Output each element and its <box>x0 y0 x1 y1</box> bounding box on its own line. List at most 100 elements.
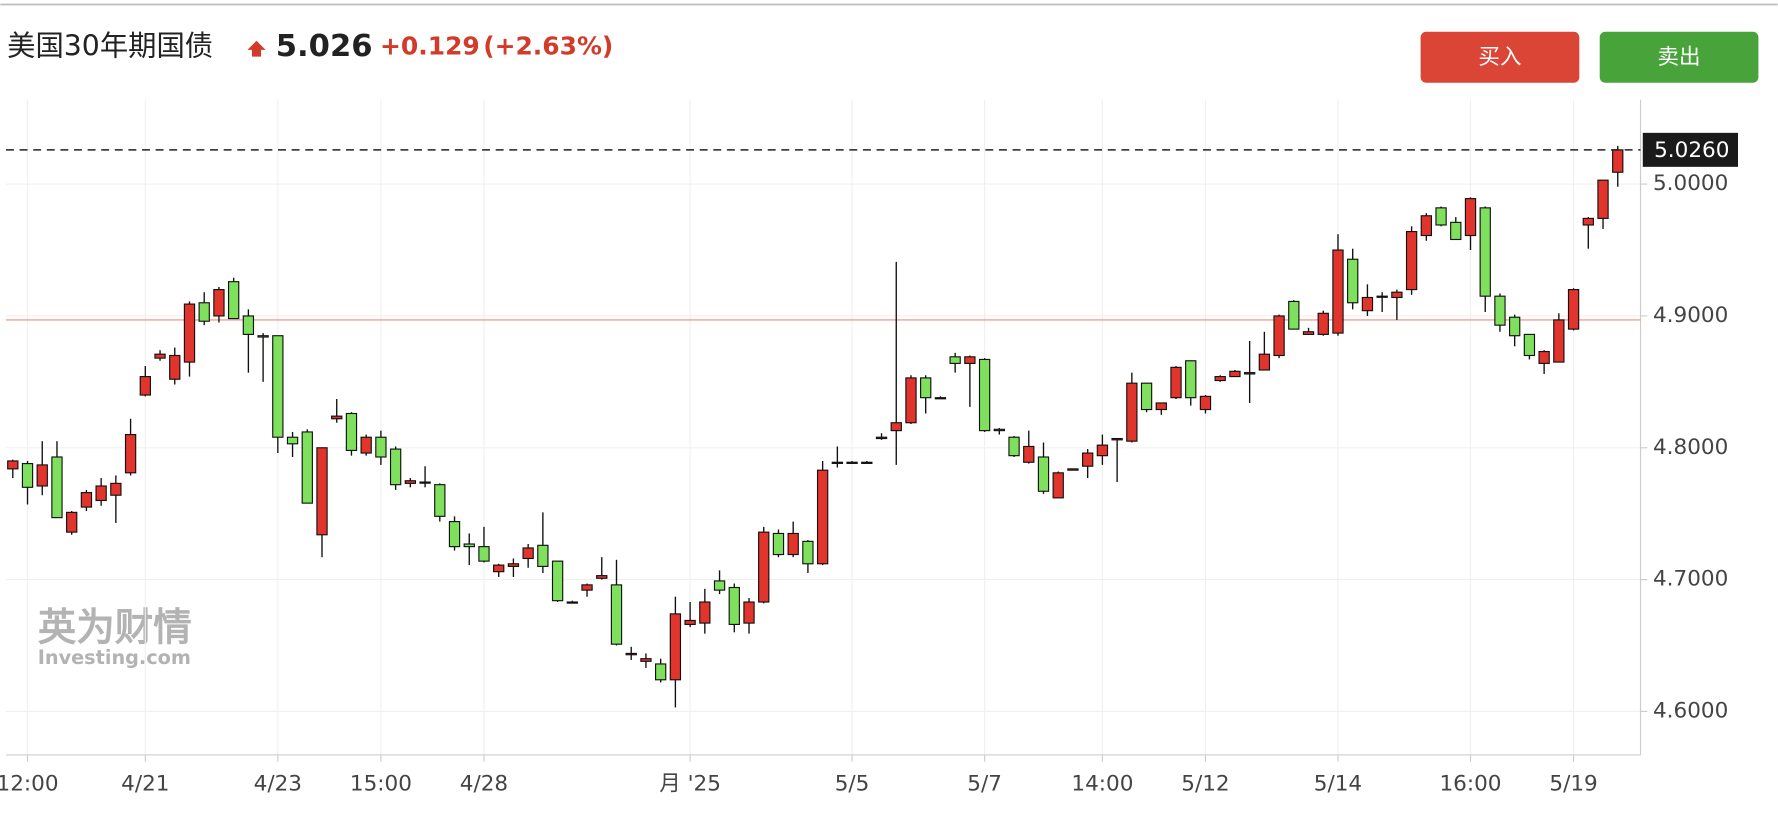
candle-body <box>890 422 902 432</box>
x-tick-label: 14:00 <box>1071 771 1133 796</box>
sell-button[interactable] <box>1599 31 1759 83</box>
candle-body <box>1420 215 1432 237</box>
candle-body <box>993 428 1005 432</box>
candle-body <box>242 315 255 335</box>
candle-body <box>1170 366 1182 399</box>
x-tick-label: 5/19 <box>1549 771 1597 796</box>
candle-body <box>286 436 299 445</box>
candle-body <box>301 431 313 504</box>
candle-body <box>816 469 829 565</box>
candle-body <box>1553 319 1565 363</box>
candle-body <box>404 480 417 484</box>
candle-body <box>787 532 799 556</box>
candle-body <box>537 544 549 567</box>
candle-body <box>375 436 387 458</box>
candle-body <box>1288 300 1300 330</box>
price-change-pct: (+2.63%) <box>483 32 613 61</box>
x-tick-label: 12:00 <box>0 771 59 796</box>
candle-body <box>1067 468 1079 471</box>
candle-body <box>728 586 740 625</box>
candle-body <box>360 436 372 454</box>
candle-body <box>1126 382 1138 442</box>
y-tick-label: 4.7000 <box>1653 567 1728 592</box>
candle-body <box>1582 217 1594 226</box>
candle-body <box>934 397 947 400</box>
candle-body <box>66 511 78 533</box>
buy-label[interactable]: 买入 <box>1478 45 1521 70</box>
candle-body <box>1096 444 1109 457</box>
candle-body <box>831 461 844 464</box>
candle-body <box>978 358 991 432</box>
candle-body <box>1243 372 1256 375</box>
x-tick-label: 15:00 <box>350 771 412 796</box>
x-tick-label: 16:00 <box>1439 771 1501 796</box>
last-price-label: 5.0260 <box>1654 138 1729 163</box>
candle-body <box>905 377 917 424</box>
instrument-title: 美国30年期国债 <box>7 30 213 63</box>
candle-body <box>1347 258 1359 304</box>
candle-body <box>1509 316 1521 337</box>
candle-body <box>139 376 151 396</box>
buy-button[interactable] <box>1420 31 1580 83</box>
candle-body <box>596 575 608 579</box>
y-tick-label: 4.6000 <box>1653 698 1728 723</box>
candle-body <box>875 436 888 440</box>
candle-body <box>1023 445 1035 463</box>
candle-body <box>1140 382 1153 411</box>
candle-body <box>1008 436 1020 457</box>
candle-body <box>463 543 475 548</box>
y-tick-label: 5.0000 <box>1653 171 1728 196</box>
candle-body <box>625 652 637 656</box>
candle-body <box>1185 360 1197 399</box>
candle-body <box>1450 221 1462 241</box>
candle-body <box>551 560 564 602</box>
x-tick-label: 4/23 <box>254 771 302 796</box>
candle-body <box>1199 395 1212 411</box>
candle-body <box>1317 312 1329 335</box>
candle-body <box>434 484 446 517</box>
candle-body <box>684 619 696 625</box>
candle-body <box>743 601 755 624</box>
x-tick-label: 4/28 <box>460 771 508 796</box>
candle-body <box>772 532 785 556</box>
candle-body <box>507 563 520 567</box>
candle-body <box>1597 179 1609 219</box>
candle-body <box>272 335 284 438</box>
watermark: 英为财情 <box>38 606 192 651</box>
x-tick-label: 月 '25 <box>659 771 721 796</box>
candle-body <box>1464 198 1477 237</box>
candle-body <box>1273 315 1285 357</box>
candle-body <box>610 584 623 645</box>
sell-label[interactable]: 卖出 <box>1658 45 1701 70</box>
candle-body <box>1332 249 1344 334</box>
candle-body <box>1391 291 1403 299</box>
candle-body <box>920 377 932 399</box>
candle-body <box>1479 207 1491 297</box>
candle-body <box>478 546 490 562</box>
candle-body <box>1155 402 1167 411</box>
candle-body <box>654 663 667 681</box>
candle-body <box>522 547 534 560</box>
candle-body <box>389 448 402 486</box>
candle-body <box>949 356 961 364</box>
candle-body <box>493 564 505 573</box>
candle-body <box>213 289 225 317</box>
candle-body <box>861 461 873 464</box>
candle-body <box>154 353 166 359</box>
candle-body <box>802 540 814 565</box>
candle-body <box>1376 295 1388 298</box>
candle-body <box>758 531 770 603</box>
x-tick-label: 5/12 <box>1181 771 1229 796</box>
candle-body <box>1229 370 1241 378</box>
candle-body <box>1302 331 1315 335</box>
x-tick-label: 5/7 <box>967 771 1002 796</box>
candle-body <box>1037 456 1050 492</box>
candle-body <box>448 521 461 548</box>
candle-body <box>1435 207 1447 226</box>
candle-body <box>316 447 328 536</box>
candle-body <box>51 456 63 519</box>
candle-body <box>640 658 652 662</box>
candle-body <box>964 356 976 364</box>
